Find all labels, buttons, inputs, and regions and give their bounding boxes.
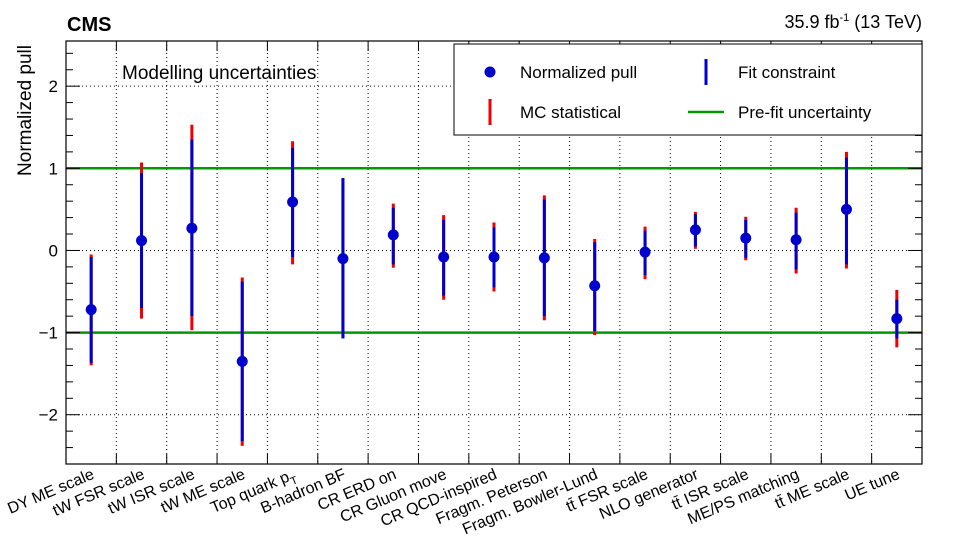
pull-point: [287, 196, 299, 208]
legend-label: MC statistical: [520, 103, 621, 122]
y-tick-label: 1: [49, 159, 58, 178]
pull-point: [840, 203, 852, 215]
pull-point: [740, 232, 752, 244]
pull-point: [85, 304, 97, 316]
y-tick-label: −1: [39, 324, 58, 343]
pull-point: [387, 229, 399, 241]
lumi-exponent: -1: [839, 12, 850, 24]
legend-label: Normalized pull: [520, 63, 637, 82]
x-category-label-text: UE tune: [843, 466, 903, 504]
y-axis-label: Normalized pull: [15, 45, 36, 176]
pull-point: [689, 224, 701, 236]
pull-point: [337, 253, 349, 265]
legend-marker-point: [484, 66, 496, 78]
pull-point: [236, 355, 248, 367]
y-tick-label: −2: [39, 406, 58, 425]
plot-frame: [65, 40, 923, 465]
pull-point: [136, 235, 148, 247]
pull-point: [438, 251, 450, 263]
x-category-label-subscript: T: [289, 474, 300, 488]
luminosity-label: 35.9 fb-1 (13 TeV): [784, 12, 922, 33]
y-tick-label: 0: [49, 241, 58, 260]
legend-label: Fit constraint: [738, 63, 836, 82]
pull-point: [589, 280, 601, 292]
y-tick-label: 2: [49, 77, 58, 96]
lumi-energy: (13 TeV): [849, 12, 922, 32]
pull-point: [790, 234, 802, 246]
legend-box: [453, 43, 923, 136]
annotation-text: Modelling uncertainties: [122, 63, 316, 84]
pull-point: [488, 251, 500, 263]
pull-point: [891, 313, 903, 325]
x-category-label: UE tune: [843, 466, 903, 504]
pull-point: [186, 222, 198, 234]
legend-label: Pre-fit uncertainty: [738, 103, 872, 122]
lumi-value: 35.9 fb: [784, 12, 840, 32]
pull-point: [538, 252, 550, 264]
pull-point: [639, 246, 651, 258]
experiment-label: CMS: [67, 14, 112, 36]
